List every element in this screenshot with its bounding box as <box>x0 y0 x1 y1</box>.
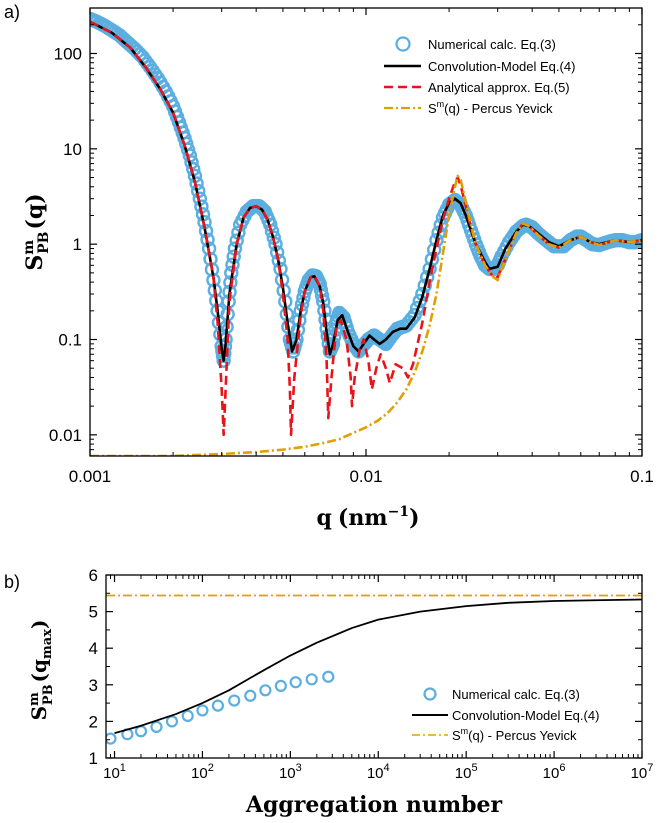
point-numerical-calc-eq-3-5 <box>181 709 194 723</box>
y-tick-label-5: 6 <box>89 566 98 585</box>
legend-b-marker-numerical <box>423 687 437 701</box>
x-tick-label-0: 0.001 <box>69 467 112 486</box>
y-tick-label-1: 0.1 <box>58 331 82 350</box>
point-numerical-calc-eq-3-14 <box>322 670 335 683</box>
legend-a-marker-numerical <box>395 36 411 52</box>
legend-b-label-convolution: Convolution-Model Eq.(4) <box>452 708 599 723</box>
point-numerical-calc-eq-3-10 <box>259 684 272 697</box>
x-tick-label-5: 106 <box>543 762 566 782</box>
y-tick-label-3: 10 <box>63 140 82 159</box>
y-tick-label-0: 1 <box>89 749 98 768</box>
panel-b-ylabel: SmPB(qmax) <box>27 620 56 721</box>
series-convolution-model-eq-4 <box>90 20 642 362</box>
x-tick-label-1: 0.01 <box>349 467 382 486</box>
x-tick-label-4: 105 <box>455 762 478 782</box>
point-numerical-calc-eq-3-11 <box>274 679 287 693</box>
x-tick-label-6: 107 <box>631 762 654 782</box>
point-numerical-calc-eq-3-13 <box>305 673 318 686</box>
point-numerical-calc-eq-3-189 <box>407 307 422 323</box>
series-s-m-q-percus-yevick <box>90 174 642 456</box>
y-tick-label-2: 1 <box>73 235 82 254</box>
legend-a-label-numerical: Numerical calc. Eq.(3) <box>428 37 556 52</box>
point-numerical-calc-eq-3-6 <box>196 704 209 717</box>
point-numerical-calc-eq-3-7 <box>211 699 225 712</box>
point-numerical-calc-eq-3-3 <box>150 720 163 733</box>
panel-b-legend: Numerical calc. Eq.(3) Convolution-Model… <box>412 687 599 743</box>
panel-a-data <box>90 11 642 456</box>
point-numerical-calc-eq-3-4 <box>165 715 179 728</box>
x-tick-label-0: 101 <box>103 762 126 782</box>
x-tick-label-2: 0.1 <box>630 467 654 486</box>
y-tick-label-0: 0.01 <box>49 426 82 445</box>
y-tick-label-4: 100 <box>54 44 82 63</box>
panel-b-xlabel: Aggregation number <box>245 792 503 818</box>
point-numerical-calc-eq-3-0 <box>106 732 117 745</box>
panel-b-data <box>106 594 642 745</box>
series-analytical-approx-eq-5 <box>90 20 642 437</box>
y-tick-label-1: 2 <box>89 712 98 731</box>
legend-b-label-numerical: Numerical calc. Eq.(3) <box>452 687 580 702</box>
y-tick-label-3: 4 <box>89 639 98 658</box>
panel-a-label: a) <box>4 2 20 22</box>
y-tick-label-2: 3 <box>89 676 98 695</box>
point-numerical-calc-eq-3-8 <box>228 694 241 707</box>
panel-a-ylabel: SmPB(q) <box>21 193 52 270</box>
panel-a-legend: Numerical calc. Eq.(3) Convolution-Model… <box>384 36 575 116</box>
y-tick-label-4: 5 <box>89 603 98 622</box>
x-tick-label-1: 102 <box>191 762 214 782</box>
panel-a: a) 0.001 0.01 0.1 0.01 0.1 1 10 100 SmPB(q) q (n… <box>4 2 654 531</box>
point-numerical-calc-eq-3-12 <box>289 676 302 689</box>
panel-a-frame <box>89 7 643 457</box>
x-tick-label-3: 104 <box>367 762 390 782</box>
legend-b-label-percus: Sm(q) - Percus Yevick <box>452 726 577 743</box>
panel-a-axes: 0.001 0.01 0.1 0.01 0.1 1 10 100 <box>49 7 654 486</box>
panel-b: b) 101 102 103 104 105 106 107 1 2 3 4 5 6 SmPB(qmax… <box>4 566 653 818</box>
legend-a-label-percus: Sm(q) - Percus Yevick <box>428 99 553 116</box>
point-numerical-calc-eq-3-2 <box>134 725 148 738</box>
panel-a-xlabel: q (nm−1) <box>317 504 420 531</box>
panel-b-label: b) <box>4 572 20 592</box>
series-convolution-model-eq-4 <box>114 598 642 734</box>
panel-b-axes: 101 102 103 104 105 106 107 1 2 3 4 5 6 <box>89 566 654 782</box>
x-tick-label-2: 103 <box>279 762 302 782</box>
legend-a-label-convolution: Convolution-Model Eq.(4) <box>428 59 575 74</box>
point-numerical-calc-eq-3-195 <box>422 261 437 277</box>
point-numerical-calc-eq-3-9 <box>244 689 257 702</box>
legend-a-label-analytical: Analytical approx. Eq.(5) <box>428 80 570 95</box>
